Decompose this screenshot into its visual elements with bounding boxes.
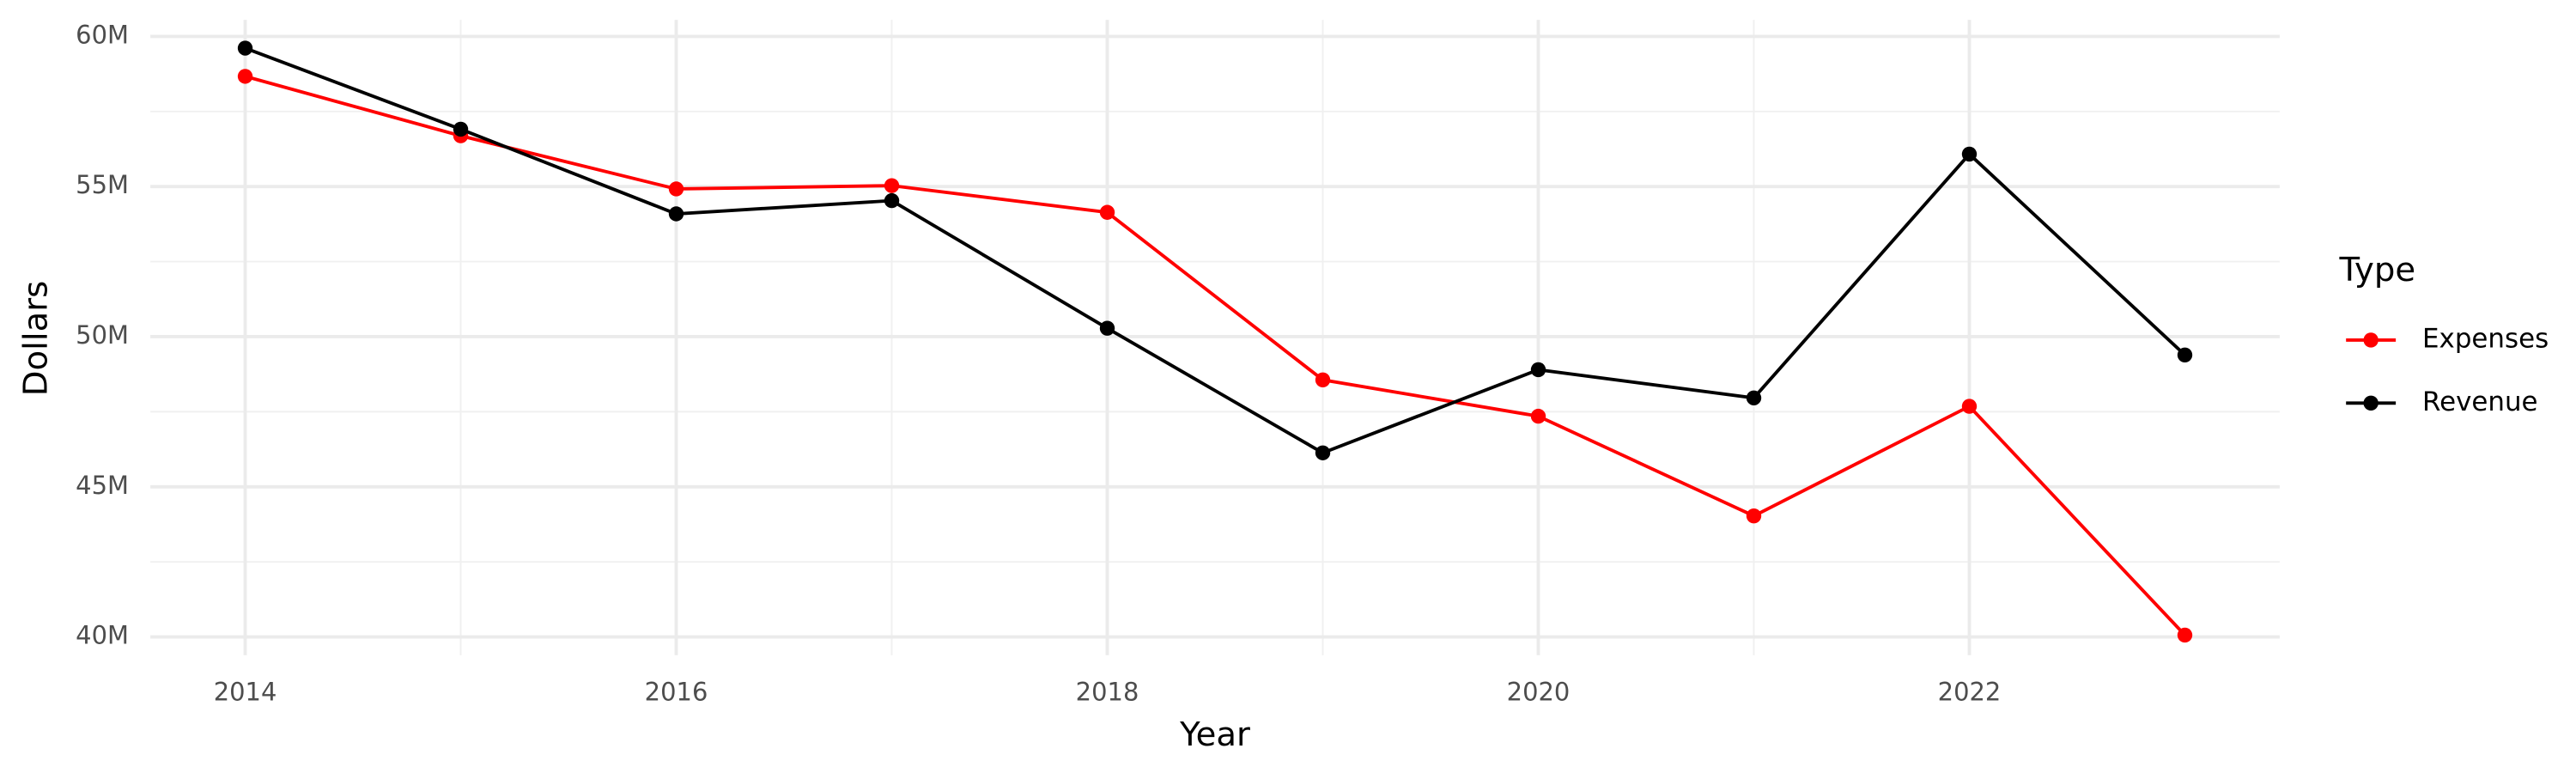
x-tick-label: 2016 <box>645 677 708 706</box>
x-tick-label: 2018 <box>1076 677 1139 706</box>
data-point <box>884 178 900 193</box>
x-axis-title: Year <box>1179 715 1250 754</box>
legend-title: Type <box>2338 251 2415 289</box>
data-point <box>1099 320 1115 336</box>
data-point <box>1746 390 1762 405</box>
y-tick-label: 40M <box>76 621 129 650</box>
y-axis-title: Dollars <box>16 281 55 396</box>
data-point <box>668 181 684 197</box>
legend-label: Expenses <box>2422 323 2549 354</box>
legend-key-point <box>2363 332 2379 348</box>
data-point <box>1099 204 1115 220</box>
data-point <box>1530 362 1546 378</box>
x-tick-label: 2022 <box>1938 677 2002 706</box>
legend-key-point <box>2363 395 2379 411</box>
data-point <box>1315 445 1331 460</box>
data-point <box>668 206 684 222</box>
data-point <box>453 121 469 137</box>
x-tick-label: 2014 <box>214 677 277 706</box>
y-tick-label: 60M <box>76 20 129 49</box>
data-point <box>1961 399 1978 414</box>
data-point <box>1530 408 1546 424</box>
data-point <box>1746 508 1762 524</box>
data-point <box>237 40 253 56</box>
data-point <box>2177 627 2193 643</box>
y-tick-label: 45M <box>76 471 129 500</box>
series-line <box>245 75 2186 636</box>
y-tick-label: 55M <box>76 170 129 199</box>
x-tick-label: 2020 <box>1507 677 1571 706</box>
y-tick-label: 50M <box>76 320 129 350</box>
data-point <box>1315 372 1331 388</box>
data-point <box>884 192 900 209</box>
series-line <box>244 46 2186 455</box>
data-point <box>1961 146 1978 162</box>
data-point <box>237 69 253 84</box>
legend-label: Revenue <box>2422 386 2538 417</box>
data-point <box>2177 347 2193 362</box>
